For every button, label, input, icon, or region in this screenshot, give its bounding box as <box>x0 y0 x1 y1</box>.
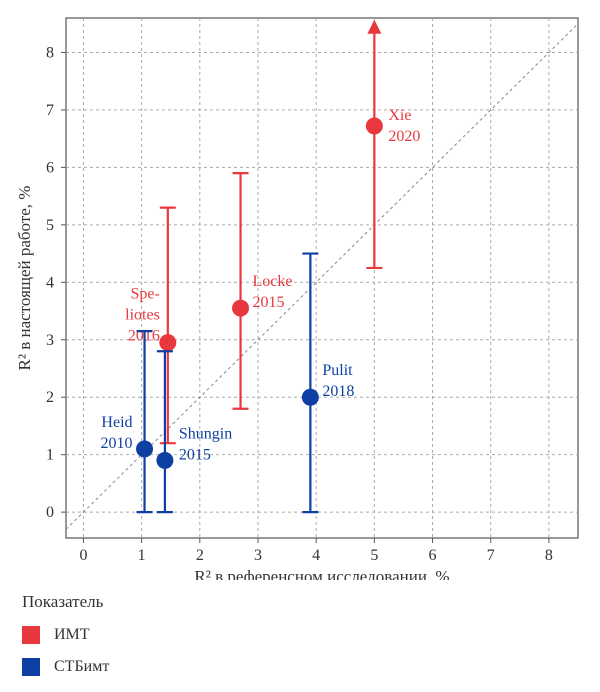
legend-item-imt: ИМТ <box>22 624 109 646</box>
data-point <box>159 334 177 352</box>
plot-area <box>65 17 579 539</box>
data-point-label: Spe-liotes2016 <box>125 286 160 345</box>
legend-label-stbimt: СТБимт <box>54 658 110 675</box>
legend-swatch-imt <box>22 626 40 644</box>
x-tick-label: 3 <box>254 547 262 564</box>
legend-label-imt: ИМТ <box>54 626 90 643</box>
y-tick-label: 2 <box>46 389 54 406</box>
x-tick-label: 6 <box>429 547 437 564</box>
y-axis-ticks: 0 1 2 3 4 5 6 7 8 <box>46 44 66 521</box>
legend: Показатель ИМТ СТБимт <box>22 592 109 688</box>
y-tick-label: 0 <box>46 504 54 521</box>
y-tick-label: 7 <box>46 102 54 119</box>
x-tick-label: 5 <box>370 547 378 564</box>
y-tick-label: 1 <box>46 447 54 464</box>
x-tick-label: 7 <box>487 547 495 564</box>
data-point-label: Locke 2015 <box>253 273 293 311</box>
data-point-label: Heid 2010 <box>101 414 133 452</box>
x-tick-label: 4 <box>312 547 320 564</box>
data-point <box>136 440 154 458</box>
data-point <box>365 117 383 135</box>
legend-title: Показатель <box>22 592 104 611</box>
data-point-label: Shungin 2015 <box>179 425 232 463</box>
error-bar-arrow-high <box>367 19 382 34</box>
legend-swatch-stbimt <box>22 658 40 676</box>
x-axis-ticks: 0 1 2 3 4 5 6 7 8 <box>79 538 553 564</box>
y-tick-label: 6 <box>46 159 54 176</box>
legend-item-stbimt: СТБимт <box>22 656 109 678</box>
y-tick-label: 3 <box>46 332 54 349</box>
y-tick-label: 5 <box>46 217 54 234</box>
data-point-label: Pulit 2018 <box>322 362 354 400</box>
data-point <box>301 388 319 406</box>
x-tick-label: 2 <box>196 547 204 564</box>
scatter-chart: 0 1 2 3 4 5 6 7 8 0 1 2 3 4 5 6 7 8 Spe-liotes2016 Locke2… <box>15 17 579 580</box>
data-point <box>232 299 250 317</box>
data-point <box>156 451 174 469</box>
data-point-label: Xie 2020 <box>388 107 420 145</box>
y-axis-label: R² в настоящей работе, % <box>15 186 34 371</box>
x-tick-label: 8 <box>545 547 553 564</box>
y-tick-label: 8 <box>46 44 54 61</box>
x-tick-label: 0 <box>79 547 87 564</box>
x-tick-label: 1 <box>138 547 146 564</box>
x-axis-label: R² в референсном исследовании, % <box>194 567 449 580</box>
y-tick-label: 4 <box>46 274 54 291</box>
